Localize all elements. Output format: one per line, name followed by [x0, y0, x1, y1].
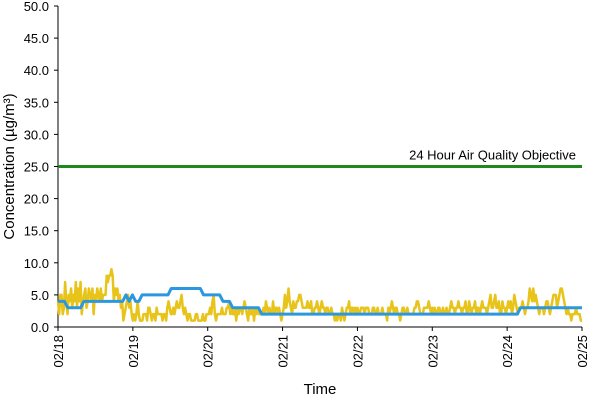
x-tick-label: 02/19: [126, 335, 141, 368]
y-tick-label: 50.0: [24, 0, 49, 14]
y-axis-ticks: 0.0 5.0 10.0 15.0 20.0 25.0 30.0 35.0 40.0 45.0 50…: [24, 0, 58, 335]
y-tick-label: 35.0: [24, 95, 49, 110]
daily-average-line: [58, 286, 582, 316]
y-tick-label: 30.0: [24, 127, 49, 142]
x-tick-label: 02/24: [500, 335, 515, 368]
y-tick-label: 25.0: [24, 160, 49, 175]
x-tick-label: 02/20: [201, 335, 216, 368]
objective-label: 24 Hour Air Quality Objective: [409, 148, 576, 163]
x-axis-title: Time: [304, 381, 337, 398]
x-tick-label: 02/18: [51, 335, 66, 368]
x-tick-label: 02/23: [425, 335, 440, 368]
y-tick-label: 40.0: [24, 63, 49, 78]
hourly-concentration-line: [56, 267, 583, 322]
y-tick-label: 5.0: [31, 288, 49, 303]
y-tick-label: 10.0: [24, 256, 49, 271]
x-tick-label: 02/22: [350, 335, 365, 368]
y-tick-label: 0.0: [31, 320, 49, 335]
y-axis-title: Concentration (µg/m³): [1, 93, 18, 239]
x-tick-label: 02/21: [276, 335, 291, 368]
series-layer: [56, 267, 583, 322]
y-tick-label: 15.0: [24, 224, 49, 239]
x-tick-label: 02/25: [575, 335, 590, 368]
x-axis-ticks: 02/18 02/19 02/20 02/21 02/22 02/23 02/24 02/25: [51, 327, 590, 368]
y-tick-label: 20.0: [24, 192, 49, 207]
y-tick-label: 45.0: [24, 31, 49, 46]
